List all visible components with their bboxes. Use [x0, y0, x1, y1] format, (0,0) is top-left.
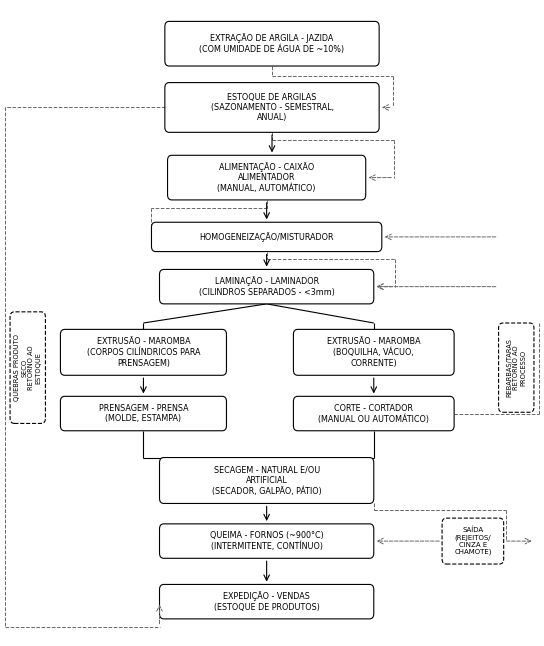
FancyBboxPatch shape	[159, 524, 374, 558]
Text: EXTRUSÃO - MAROMBA
(CORPOS CILÍNDRICOS PARA
PRENSAGEM): EXTRUSÃO - MAROMBA (CORPOS CILÍNDRICOS P…	[86, 337, 200, 368]
Text: SAÍDA
(REJEITOS/
CINZA E
CHAMOTE): SAÍDA (REJEITOS/ CINZA E CHAMOTE)	[454, 527, 492, 556]
Text: ESTOQUE DE ARGILAS
(SAZONAMENTO - SEMESTRAL,
ANUAL): ESTOQUE DE ARGILAS (SAZONAMENTO - SEMEST…	[211, 92, 333, 122]
Text: LAMINAÇÃO - LAMINADOR
(CILINDROS SEPARADOS - <3mm): LAMINAÇÃO - LAMINADOR (CILINDROS SEPARAD…	[199, 276, 335, 297]
Text: EXTRUSÃO - MAROMBA
(BOQUILHA, VÁCUO,
CORRENTE): EXTRUSÃO - MAROMBA (BOQUILHA, VÁCUO, COR…	[327, 337, 421, 368]
Text: EXPEDIÇÃO - VENDAS
(ESTOQUE DE PRODUTOS): EXPEDIÇÃO - VENDAS (ESTOQUE DE PRODUTOS)	[214, 592, 319, 612]
FancyBboxPatch shape	[60, 329, 226, 375]
FancyBboxPatch shape	[293, 397, 454, 431]
FancyBboxPatch shape	[168, 155, 366, 200]
Text: ALIMENTAÇÃO - CAIXÃO
ALIMENTADOR
(MANUAL, AUTOMÁTICO): ALIMENTAÇÃO - CAIXÃO ALIMENTADOR (MANUAL…	[218, 162, 316, 193]
Text: QUEIMA - FORNOS (~900°C)
(INTERMITENTE, CONTÍNUO): QUEIMA - FORNOS (~900°C) (INTERMITENTE, …	[210, 531, 324, 551]
Text: HOMOGENEIZAÇÃO/MISTURADOR: HOMOGENEIZAÇÃO/MISTURADOR	[200, 232, 334, 242]
FancyBboxPatch shape	[10, 312, 45, 423]
Text: QUEBRAS PRODUTO
SECO
RETORNO AO
ESTOQUE: QUEBRAS PRODUTO SECO RETORNO AO ESTOQUE	[14, 334, 41, 401]
FancyBboxPatch shape	[151, 222, 382, 251]
FancyBboxPatch shape	[442, 518, 504, 564]
Text: CORTE - CORTADOR
(MANUAL OU AUTOMÁTICO): CORTE - CORTADOR (MANUAL OU AUTOMÁTICO)	[318, 404, 429, 424]
FancyBboxPatch shape	[499, 323, 534, 412]
FancyBboxPatch shape	[159, 585, 374, 619]
Text: SECAGEM - NATURAL E/OU
ARTIFICIAL
(SECADOR, GALPÃO, PÁTIO): SECAGEM - NATURAL E/OU ARTIFICIAL (SECAD…	[212, 465, 322, 495]
FancyBboxPatch shape	[159, 457, 374, 503]
Text: REBARBAS/TARAS
RETORNO AO
PROCESSO: REBARBAS/TARAS RETORNO AO PROCESSO	[506, 339, 526, 397]
FancyBboxPatch shape	[293, 329, 454, 375]
FancyBboxPatch shape	[159, 269, 374, 304]
Text: PRENSAGEM - PRENSA
(MOLDE, ESTAMPA): PRENSAGEM - PRENSA (MOLDE, ESTAMPA)	[98, 404, 188, 423]
FancyBboxPatch shape	[165, 83, 379, 132]
FancyBboxPatch shape	[60, 397, 226, 431]
FancyBboxPatch shape	[165, 21, 379, 66]
Text: EXTRAÇÃO DE ARGILA - JAZIDA
(COM UMIDADE DE ÁGUA DE ~10%): EXTRAÇÃO DE ARGILA - JAZIDA (COM UMIDADE…	[200, 33, 344, 54]
